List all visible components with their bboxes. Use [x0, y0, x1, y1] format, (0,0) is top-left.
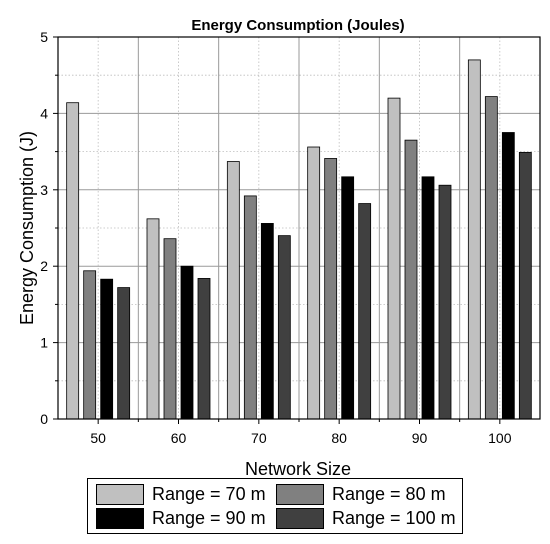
legend-swatch	[96, 483, 144, 505]
bar	[467, 59, 481, 420]
bars	[66, 59, 532, 420]
x-tick-label: 50	[90, 430, 106, 446]
bar	[341, 176, 355, 420]
legend-label: Range = 90 m	[152, 507, 266, 528]
bar	[387, 97, 401, 420]
y-tick-label: 5	[40, 29, 48, 45]
legend: Range = 70 m Range = 80 m Range = 90 m R…	[87, 478, 463, 534]
x-tick-label: 80	[331, 430, 347, 446]
legend-item: Range = 100 m	[276, 506, 456, 530]
legend-label: Range = 100 m	[332, 507, 456, 528]
bar	[197, 278, 211, 420]
bar	[438, 184, 452, 420]
y-tick-label: 3	[40, 182, 48, 198]
bar	[146, 218, 160, 420]
y-axis-label: Energy Consumption (J)	[17, 131, 37, 325]
legend-swatch	[276, 507, 324, 529]
bar	[358, 203, 372, 420]
bar	[260, 223, 274, 420]
bar	[117, 287, 131, 420]
bar	[180, 265, 194, 420]
legend-swatch	[96, 507, 144, 529]
bar	[484, 96, 498, 420]
y-tick-label: 1	[40, 335, 48, 351]
legend-label: Range = 70 m	[152, 483, 266, 504]
bar	[324, 158, 338, 420]
x-tick-label: 100	[488, 430, 512, 446]
axes: 0 1 2 3 4 5 50 60 70 80 90 100	[40, 29, 541, 446]
x-axis-label: Network Size	[245, 459, 351, 479]
y-tick-label: 2	[40, 258, 48, 274]
bar	[501, 132, 515, 420]
bar	[307, 146, 321, 420]
legend-item: Range = 70 m	[96, 482, 276, 506]
bar	[243, 195, 257, 420]
bar	[100, 278, 114, 420]
y-tick-label: 0	[40, 411, 48, 427]
legend-item: Range = 90 m	[96, 506, 276, 530]
x-tick-label: 90	[412, 430, 428, 446]
bar	[226, 161, 240, 420]
legend-item: Range = 80 m	[276, 482, 456, 506]
y-tick-label: 4	[40, 105, 48, 121]
bar	[66, 102, 80, 420]
grid-lines	[58, 36, 540, 419]
bar	[277, 235, 291, 420]
bar	[404, 139, 418, 420]
legend-swatch	[276, 483, 324, 505]
bar	[421, 176, 435, 420]
bar	[163, 238, 177, 420]
chart-title: Energy Consumption (Joules)	[191, 17, 404, 34]
legend-label: Range = 80 m	[332, 483, 446, 504]
x-tick-label: 60	[171, 430, 187, 446]
x-tick-label: 70	[251, 430, 267, 446]
bar	[83, 270, 97, 420]
bar	[518, 151, 532, 420]
